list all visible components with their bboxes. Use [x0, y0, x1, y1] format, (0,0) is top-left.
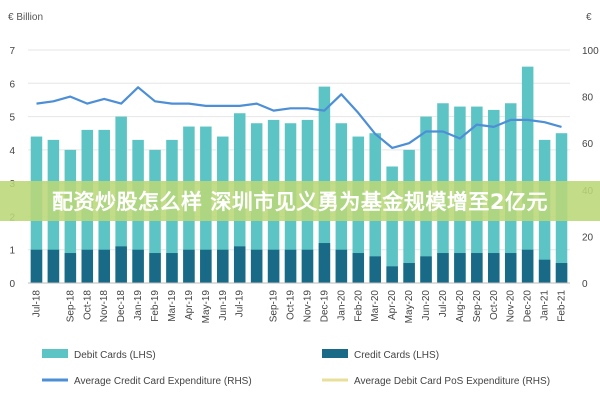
- right-y-tick-label: 0: [582, 279, 588, 290]
- x-tick-label: Nov-19: [302, 290, 313, 323]
- credit-bar: [115, 246, 127, 283]
- left-y-tick-label: 4: [9, 146, 15, 157]
- x-tick-label: Oct-18: [82, 290, 93, 320]
- credit-bar: [521, 249, 534, 283]
- x-tick-label: Jul-19: [235, 290, 246, 318]
- x-tick-label: Dec-20: [523, 290, 534, 323]
- left-y-tick-label: 7: [9, 46, 15, 57]
- credit-bar: [284, 249, 297, 283]
- x-tick-label: Mar-20: [370, 290, 381, 322]
- debit-bar: [521, 66, 534, 284]
- credit-bar: [555, 263, 568, 283]
- credit-bar: [318, 243, 331, 283]
- x-tick-label: Nov-18: [99, 290, 110, 323]
- credit-bar: [335, 249, 348, 283]
- left-y-tick-label: 5: [9, 113, 15, 124]
- bar-series: [30, 66, 568, 284]
- x-tick-label: Oct-20: [489, 290, 500, 320]
- credit-bar: [538, 259, 551, 283]
- x-tick-label: Oct-19: [286, 290, 297, 320]
- credit-bar: [233, 246, 246, 283]
- left-y-tick-label: 0: [9, 279, 15, 290]
- x-axis-ticks: Jul-18 Sep-18 Oct-18 Nov-18 Dec-18 Jan-19 Feb-…: [31, 290, 567, 324]
- right-y-tick-label: 100: [582, 46, 599, 57]
- x-tick-label: Jan-20: [336, 290, 347, 321]
- credit-bar: [30, 249, 43, 283]
- line-series: [36, 86, 562, 149]
- x-tick-label: Mar-19: [167, 290, 178, 322]
- right-y-tick-label: 80: [582, 93, 594, 104]
- x-tick-label: May-19: [201, 290, 212, 324]
- credit-bar: [403, 263, 415, 283]
- x-tick-label: Jan-21: [540, 290, 551, 321]
- x-tick-label: Jun-20: [421, 290, 432, 321]
- credit-bar: [420, 256, 432, 283]
- credit-bar: [81, 249, 94, 283]
- left-y-tick-label: 1: [9, 246, 15, 257]
- right-y-tick-label: 20: [582, 232, 594, 243]
- legend-label: Debit Cards (LHS): [74, 350, 156, 361]
- x-tick-label: May-20: [404, 290, 415, 324]
- credit-bar: [437, 253, 449, 283]
- credit-bar: [454, 253, 466, 283]
- x-tick-label: Feb-21: [557, 290, 568, 322]
- credit-bar: [166, 253, 178, 283]
- credit-bar: [352, 253, 365, 283]
- overlay-banner: 配资炒股怎么样 深圳市见义勇为基金规模增至2亿元: [0, 181, 600, 221]
- right-y-tick-label: 60: [582, 139, 594, 150]
- left-y-axis: 01234567: [9, 46, 15, 290]
- x-tick-label: Sep-18: [65, 290, 76, 323]
- right-y-axis: 020406080100: [582, 46, 599, 290]
- credit-bar: [250, 249, 263, 283]
- legend-swatch: [322, 349, 348, 358]
- credit-bar: [369, 256, 381, 283]
- x-tick-label: Dec-19: [319, 290, 330, 323]
- x-tick-label: Aug-20: [455, 290, 466, 323]
- left-axis-title: € Billion: [8, 12, 43, 23]
- credit-bar: [488, 253, 500, 283]
- debit-bar: [386, 166, 398, 283]
- x-tick-label: Feb-19: [150, 290, 161, 322]
- credit-bar: [504, 253, 517, 283]
- legend-label: Average Credit Card Expenditure (RHS): [74, 376, 252, 387]
- x-tick-label: Sep-19: [269, 290, 280, 323]
- x-tick-label: Apr-19: [184, 290, 195, 320]
- credit-expenditure-line: [36, 86, 562, 149]
- x-tick-label: Jul-18: [31, 290, 42, 318]
- credit-bar: [471, 253, 483, 283]
- credit-bar: [217, 249, 229, 283]
- overlay-banner-text: 配资炒股怎么样 深圳市见义勇为基金规模增至2亿元: [52, 190, 548, 214]
- credit-bar: [301, 249, 314, 283]
- credit-bar: [267, 249, 280, 283]
- left-y-tick-label: 6: [9, 79, 15, 90]
- credit-bar: [386, 266, 398, 283]
- credit-bar: [149, 253, 161, 283]
- credit-bar: [98, 249, 110, 283]
- legend-swatch: [42, 349, 68, 358]
- x-tick-label: Apr-20: [387, 290, 398, 320]
- x-tick-label: Nov-20: [506, 290, 517, 323]
- x-tick-label: Feb-20: [353, 290, 364, 322]
- credit-bar: [132, 249, 144, 283]
- credit-bar: [64, 253, 77, 283]
- credit-bar: [47, 249, 60, 283]
- x-tick-label: Dec-18: [116, 290, 127, 323]
- credit-bar: [183, 249, 195, 283]
- legend-label: Credit Cards (LHS): [354, 350, 439, 361]
- credit-bar: [200, 249, 212, 283]
- legend-label: Average Debit Card PoS Expenditure (RHS): [354, 376, 550, 387]
- right-axis-title: €: [586, 12, 592, 23]
- legend: Debit Cards (LHS) Credit Cards (LHS) Avera…: [42, 349, 550, 387]
- x-tick-label: Jan-19: [133, 290, 144, 321]
- x-tick-label: Jun-19: [218, 290, 229, 321]
- x-tick-label: Sep-20: [472, 290, 483, 323]
- x-tick-label: Jul-20: [438, 290, 449, 318]
